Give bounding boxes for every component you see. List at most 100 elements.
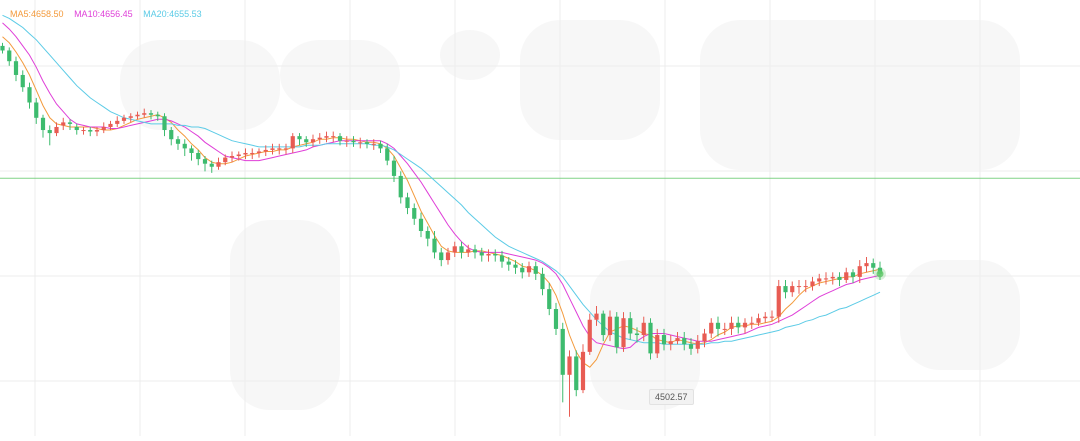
- candle[interactable]: [702, 328, 707, 348]
- candle[interactable]: [216, 157, 221, 170]
- candle[interactable]: [324, 131, 329, 143]
- candle[interactable]: [499, 250, 505, 268]
- candle[interactable]: [756, 313, 761, 326]
- candle[interactable]: [13, 56, 19, 82]
- candle[interactable]: [769, 310, 775, 322]
- candle[interactable]: [432, 231, 437, 259]
- candle[interactable]: [169, 126, 174, 146]
- candle[interactable]: [641, 316, 646, 342]
- candle[interactable]: [439, 247, 444, 267]
- candle[interactable]: [121, 114, 127, 124]
- candle[interactable]: [580, 344, 586, 394]
- candle[interactable]: [128, 113, 133, 123]
- candle[interactable]: [533, 261, 538, 280]
- candle[interactable]: [466, 244, 471, 258]
- candle[interactable]: [783, 279, 788, 299]
- candle[interactable]: [661, 328, 667, 351]
- candle[interactable]: [803, 279, 808, 293]
- candle[interactable]: [40, 114, 46, 138]
- candle[interactable]: [776, 279, 781, 323]
- candle[interactable]: [830, 272, 835, 285]
- candle[interactable]: [364, 139, 370, 149]
- candle[interactable]: [290, 133, 295, 153]
- candle[interactable]: [398, 171, 403, 204]
- candle[interactable]: [715, 316, 721, 337]
- candle[interactable]: [54, 122, 59, 137]
- candle[interactable]: [88, 126, 93, 137]
- candle[interactable]: [567, 350, 572, 417]
- candle[interactable]: [479, 247, 484, 262]
- candle[interactable]: [553, 302, 559, 336]
- candle[interactable]: [459, 241, 464, 259]
- candle[interactable]: [540, 267, 545, 296]
- candle[interactable]: [283, 143, 289, 155]
- candle[interactable]: [810, 276, 815, 291]
- candle[interactable]: [256, 148, 262, 158]
- candle[interactable]: [634, 327, 640, 343]
- candle[interactable]: [709, 318, 714, 339]
- candle[interactable]: [115, 116, 120, 127]
- candle[interactable]: [418, 212, 424, 238]
- candle[interactable]: [148, 110, 154, 120]
- candle[interactable]: [844, 267, 849, 284]
- candle[interactable]: [574, 350, 579, 397]
- candle[interactable]: [310, 134, 316, 147]
- candle[interactable]: [155, 111, 160, 121]
- candle[interactable]: [317, 133, 322, 144]
- candle[interactable]: [371, 139, 376, 150]
- candle[interactable]: [628, 312, 633, 340]
- candle[interactable]: [337, 133, 343, 146]
- candle[interactable]: [547, 283, 552, 316]
- candle[interactable]: [736, 316, 741, 334]
- candle[interactable]: [182, 139, 187, 157]
- candle[interactable]: [27, 82, 32, 109]
- candle[interactable]: [668, 335, 673, 351]
- candle[interactable]: [331, 131, 336, 143]
- candle[interactable]: [742, 318, 748, 334]
- candle[interactable]: [250, 148, 255, 160]
- candle[interactable]: [175, 136, 181, 150]
- candle[interactable]: [722, 322, 727, 336]
- candle[interactable]: [506, 257, 511, 271]
- candle[interactable]: [243, 148, 248, 160]
- candle[interactable]: [763, 312, 768, 323]
- candle[interactable]: [682, 331, 687, 351]
- candle[interactable]: [189, 145, 194, 161]
- candle[interactable]: [74, 123, 79, 135]
- candle[interactable]: [607, 310, 613, 342]
- candle[interactable]: [790, 281, 795, 297]
- candle[interactable]: [270, 143, 275, 155]
- candle[interactable]: [263, 145, 268, 157]
- candle[interactable]: [277, 143, 282, 155]
- candle[interactable]: [101, 122, 106, 134]
- candle[interactable]: [61, 117, 66, 131]
- candle[interactable]: [223, 154, 228, 166]
- candle[interactable]: [675, 331, 680, 345]
- candle[interactable]: [614, 312, 619, 354]
- candle[interactable]: [560, 322, 565, 403]
- candle[interactable]: [391, 156, 397, 183]
- candle[interactable]: [486, 249, 491, 262]
- candle[interactable]: [601, 310, 606, 342]
- candle[interactable]: [236, 151, 241, 161]
- candle[interactable]: [297, 133, 302, 146]
- candle[interactable]: [304, 136, 309, 147]
- candle[interactable]: [796, 279, 802, 294]
- candle[interactable]: [412, 203, 417, 225]
- candle[interactable]: [196, 149, 201, 166]
- candle[interactable]: [7, 47, 12, 66]
- candle[interactable]: [229, 151, 235, 163]
- candle[interactable]: [857, 260, 862, 284]
- candle[interactable]: [351, 136, 356, 147]
- candle[interactable]: [871, 258, 876, 274]
- candle[interactable]: [81, 126, 86, 135]
- candle[interactable]: [850, 269, 856, 284]
- candle[interactable]: [378, 140, 383, 153]
- candle[interactable]: [749, 316, 754, 329]
- candle[interactable]: [520, 263, 525, 279]
- candle[interactable]: [445, 247, 451, 265]
- candle[interactable]: [864, 257, 869, 273]
- candle[interactable]: [405, 192, 410, 215]
